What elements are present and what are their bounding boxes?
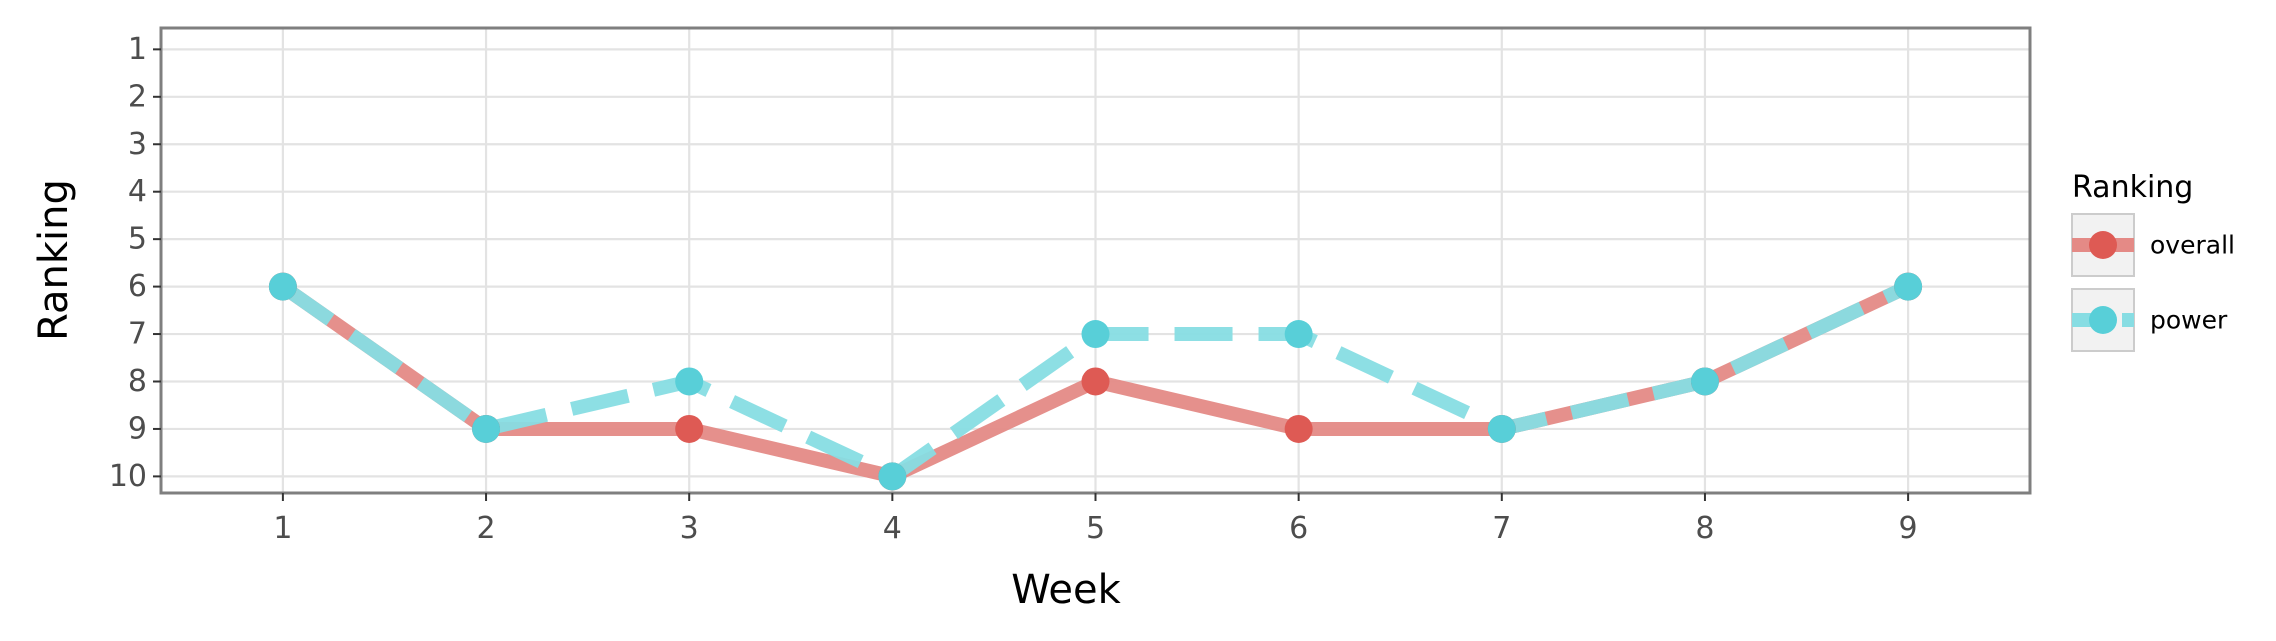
- y-tick-label: 7: [128, 317, 147, 352]
- y-tick-label: 9: [128, 411, 147, 446]
- data-point-power: [1894, 272, 1923, 301]
- x-tick-label: 6: [1289, 511, 1308, 546]
- data-point-power: [472, 414, 501, 443]
- series-points: [268, 272, 1923, 491]
- y-axis-ticks: 1 2 3 4 5 6 7 8 9 10: [109, 32, 161, 494]
- legend-key-point: [2089, 231, 2117, 259]
- x-tick-label: 5: [1086, 511, 1105, 546]
- data-point-power: [1690, 367, 1719, 396]
- y-tick-label: 6: [128, 269, 147, 304]
- data-point-power: [675, 367, 704, 396]
- x-tick-label: 8: [1695, 511, 1714, 546]
- data-point-power: [268, 272, 297, 301]
- data-point-power: [1487, 414, 1516, 443]
- y-tick-label: 5: [128, 222, 147, 257]
- y-tick-label: 1: [128, 32, 147, 67]
- y-tick-label: 4: [128, 174, 147, 209]
- x-axis-ticks: 1 2 3 4 5 6 7 8 9: [273, 493, 1918, 546]
- x-axis-title: Week: [1011, 567, 1121, 613]
- y-tick-label: 2: [128, 79, 147, 114]
- y-tick-label: 3: [128, 127, 147, 162]
- x-tick-label: 3: [680, 511, 699, 546]
- y-axis-title: Ranking: [31, 179, 77, 341]
- y-tick-label: 8: [128, 364, 147, 399]
- y-tick-label: 10: [109, 459, 147, 494]
- x-tick-label: 1: [273, 511, 292, 546]
- data-point-power: [878, 462, 907, 491]
- legend-item-overall: overall: [2071, 213, 2235, 277]
- legend-title: Ranking: [2072, 170, 2193, 205]
- x-tick-label: 9: [1899, 511, 1918, 546]
- legend-label: overall: [2150, 231, 2235, 260]
- data-point-overall: [675, 414, 704, 443]
- legend: Ranking overall power: [2071, 170, 2235, 352]
- legend-item-power: power: [2071, 288, 2228, 352]
- data-point-power: [1284, 320, 1313, 349]
- x-tick-label: 7: [1492, 511, 1511, 546]
- x-tick-label: 2: [476, 511, 495, 546]
- data-point-overall: [1284, 414, 1313, 443]
- legend-key-point: [2089, 306, 2117, 334]
- data-point-overall: [1081, 367, 1110, 396]
- data-point-power: [1081, 320, 1110, 349]
- legend-label: power: [2150, 306, 2228, 335]
- x-tick-label: 4: [883, 511, 902, 546]
